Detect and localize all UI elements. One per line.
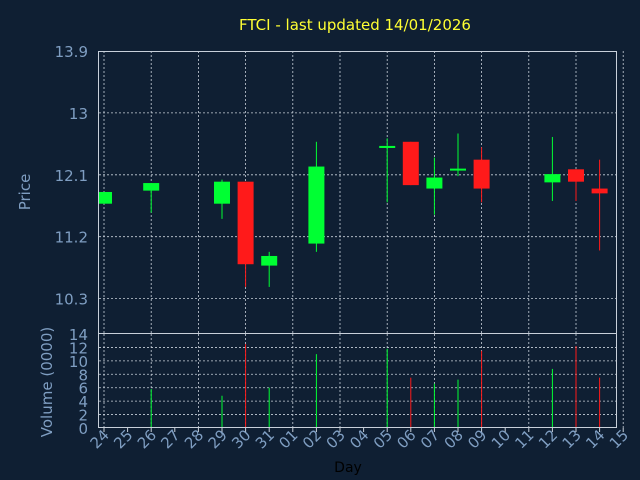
volume-axis-label: Volume (0000) — [38, 327, 56, 437]
chart-title: FTCI - last updated 14/01/2026 — [239, 16, 471, 34]
x-tick-label: 28 — [181, 426, 207, 452]
x-ticks: 2425262728293031010203040506070809101112… — [87, 426, 632, 452]
x-tick-label: 05 — [370, 426, 396, 452]
candle-body — [143, 183, 160, 191]
candle-body — [237, 181, 254, 265]
x-tick-label: 27 — [157, 426, 183, 452]
candle-body — [426, 177, 443, 189]
price-grid — [99, 51, 624, 333]
candle-body — [568, 169, 584, 182]
candle-body — [308, 166, 325, 244]
x-tick-label: 06 — [393, 426, 419, 452]
x-tick-label: 04 — [346, 426, 372, 452]
x-tick-label: 15 — [606, 426, 632, 452]
volume-tick-label: 10 — [69, 353, 88, 371]
volume-frame — [98, 333, 617, 428]
price-tick-label: 12.1 — [55, 167, 88, 185]
x-axis-label: Day — [334, 460, 362, 476]
price-candles — [99, 133, 608, 287]
x-tick-label: 24 — [87, 426, 113, 452]
x-tick-label: 03 — [323, 426, 349, 452]
volume-tick-label: 2 — [78, 407, 88, 425]
x-tick-label: 31 — [252, 426, 278, 452]
candle-body — [402, 141, 419, 186]
x-tick-label: 01 — [275, 426, 301, 452]
price-panel: 10.3 11.2 12.1 13 13.9 — [55, 43, 624, 334]
volume-grid — [99, 334, 624, 428]
price-tick-label: 13.9 — [55, 43, 88, 61]
volume-tick-label: 6 — [78, 380, 88, 398]
x-tick-label: 30 — [228, 426, 254, 452]
price-axis-label: Price — [16, 174, 34, 211]
volume-bars — [150, 344, 601, 428]
x-tick-label: 10 — [488, 426, 514, 452]
x-tick-label: 07 — [417, 426, 443, 452]
candle-body — [544, 174, 561, 183]
x-tick-label: 11 — [511, 426, 537, 452]
x-tick-label: 09 — [464, 426, 490, 452]
volume-tick-label: 12 — [69, 339, 88, 357]
volume-tick-label: 0 — [78, 420, 88, 438]
candle-body — [214, 181, 230, 204]
x-tick-label: 12 — [535, 426, 561, 452]
volume-tick-label: 4 — [78, 393, 88, 411]
candle-body — [261, 255, 278, 266]
x-tick-label: 02 — [299, 426, 325, 452]
price-tick-label: 10.3 — [55, 291, 88, 309]
x-tick-label: 25 — [110, 426, 136, 452]
volume-tick-label: 14 — [69, 326, 88, 344]
candle-body — [379, 145, 396, 148]
x-tick-label: 26 — [134, 426, 160, 452]
candle-body — [99, 192, 112, 204]
x-tick-label: 14 — [582, 426, 608, 452]
x-tick-label: 13 — [559, 426, 585, 452]
price-tick-label: 13 — [69, 105, 88, 123]
x-tick-label: 08 — [441, 426, 467, 452]
candle-body — [473, 159, 490, 189]
x-tick-label: 29 — [205, 426, 231, 452]
candle-body — [450, 168, 466, 171]
price-tick-label: 11.2 — [55, 229, 88, 247]
price-y-ticks: 10.3 11.2 12.1 13 13.9 — [55, 43, 88, 309]
volume-tick-label: 8 — [78, 366, 88, 384]
price-frame — [98, 51, 617, 334]
candle-body — [591, 188, 608, 194]
